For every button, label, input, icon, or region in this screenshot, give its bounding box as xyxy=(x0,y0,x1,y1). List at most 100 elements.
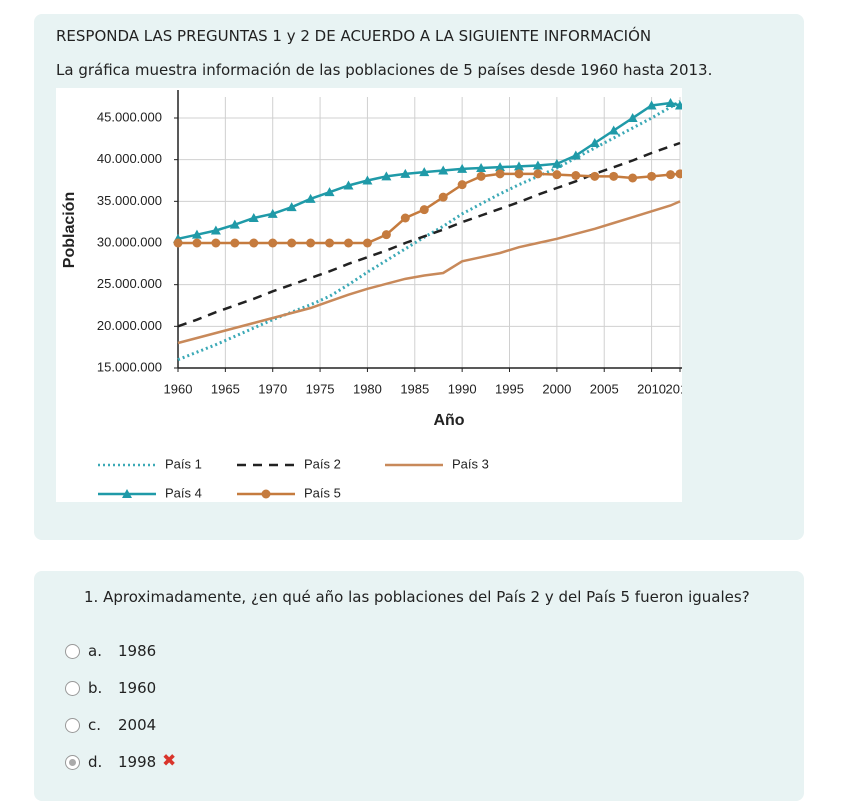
point xyxy=(306,238,316,248)
option-text: 1986 xyxy=(118,642,157,660)
y-tick-label: 30.000.000 xyxy=(97,234,162,249)
point xyxy=(646,100,657,110)
y-tick-label: 35.000.000 xyxy=(97,193,162,208)
option[interactable]: d. 1998 ✖ xyxy=(62,751,262,775)
x-axis-label: Año xyxy=(433,412,464,429)
x-tick-label: 2013 xyxy=(666,381,682,396)
x-tick-label: 1980 xyxy=(353,381,382,396)
x-tick-label: 1965 xyxy=(211,381,240,396)
point xyxy=(343,180,354,190)
series-line xyxy=(177,141,681,328)
legend-label: País 1 xyxy=(165,456,202,471)
y-tick-label: 45.000.000 xyxy=(97,109,162,124)
point xyxy=(476,171,486,181)
series-line xyxy=(178,172,681,245)
option-letter: a. xyxy=(88,642,102,660)
chart: Población Año 1960 1965 1970 1975 1980 1985 19… xyxy=(56,88,682,502)
point xyxy=(261,489,271,499)
legend-label: País 2 xyxy=(304,456,341,471)
x-tick-label: 1995 xyxy=(495,381,524,396)
y-axis-label: Población xyxy=(61,192,78,268)
question-card xyxy=(34,571,804,801)
wrong-icon: ✖ xyxy=(162,751,177,771)
point xyxy=(268,238,278,248)
point xyxy=(211,238,221,248)
x-tick-label: 1985 xyxy=(400,381,429,396)
point xyxy=(457,163,468,173)
point xyxy=(419,167,430,177)
point xyxy=(533,169,543,179)
point xyxy=(551,158,562,168)
point xyxy=(571,171,581,180)
y-tick-label: 25.000.000 xyxy=(97,276,162,291)
point xyxy=(438,192,448,202)
x-tick-label: 1975 xyxy=(306,381,335,396)
point xyxy=(305,193,316,203)
point xyxy=(362,238,372,248)
header-title: RESPONDA LAS PREGUNTAS 1 y 2 DE ACUERDO … xyxy=(56,27,652,45)
option-text: 2004 xyxy=(118,716,157,734)
option-text: 1998 xyxy=(118,753,157,771)
legend-label: País 4 xyxy=(165,485,202,500)
radio[interactable] xyxy=(65,755,80,770)
series-line xyxy=(177,200,681,345)
point xyxy=(229,219,240,229)
x-tick-label: 1960 xyxy=(164,381,193,396)
point xyxy=(191,229,202,239)
point xyxy=(419,205,429,215)
point xyxy=(647,171,657,181)
option[interactable]: c. 2004 xyxy=(62,714,262,738)
point xyxy=(248,213,259,222)
radio[interactable] xyxy=(65,644,80,659)
point xyxy=(287,238,297,248)
point xyxy=(173,238,183,248)
radio-dot xyxy=(69,759,76,766)
point xyxy=(666,170,676,180)
point xyxy=(249,238,259,248)
point xyxy=(552,170,562,180)
point xyxy=(675,100,682,110)
point xyxy=(590,171,600,181)
legend-label: País 5 xyxy=(304,485,341,500)
point xyxy=(589,138,600,147)
y-tick-label: 20.000.000 xyxy=(97,318,162,333)
question-text: 1. Aproximadamente, ¿en qué año las pobl… xyxy=(84,588,750,606)
point xyxy=(476,163,487,172)
option[interactable]: b. 1960 xyxy=(62,677,262,701)
series-line xyxy=(177,101,681,241)
point xyxy=(210,225,221,235)
radio[interactable] xyxy=(65,681,80,696)
point xyxy=(570,150,581,160)
point xyxy=(675,169,682,179)
header-subtitle: La gráfica muestra información de las po… xyxy=(56,61,713,79)
point xyxy=(608,125,619,135)
option[interactable]: a. 1986 xyxy=(62,640,262,664)
point xyxy=(514,169,524,179)
point xyxy=(627,113,638,122)
point xyxy=(495,162,506,172)
legend-label: País 3 xyxy=(452,456,489,471)
point xyxy=(230,238,240,248)
point xyxy=(192,238,202,248)
radio[interactable] xyxy=(65,718,80,733)
point xyxy=(495,169,505,179)
point xyxy=(400,168,411,178)
point xyxy=(343,238,353,248)
point xyxy=(628,173,638,183)
point xyxy=(513,161,524,171)
point xyxy=(362,175,373,185)
option-text: 1960 xyxy=(118,679,157,697)
point xyxy=(457,180,467,190)
option-letter: c. xyxy=(88,716,102,734)
x-tick-label: 1970 xyxy=(258,381,287,396)
x-tick-label: 2005 xyxy=(590,381,619,396)
point xyxy=(532,160,543,170)
point xyxy=(609,171,619,181)
point xyxy=(325,238,335,248)
x-tick-label: 2010 xyxy=(637,381,666,396)
option-letter: b. xyxy=(88,679,103,697)
y-tick-label: 15.000.000 xyxy=(97,359,162,374)
point xyxy=(267,208,278,218)
point xyxy=(665,98,676,107)
